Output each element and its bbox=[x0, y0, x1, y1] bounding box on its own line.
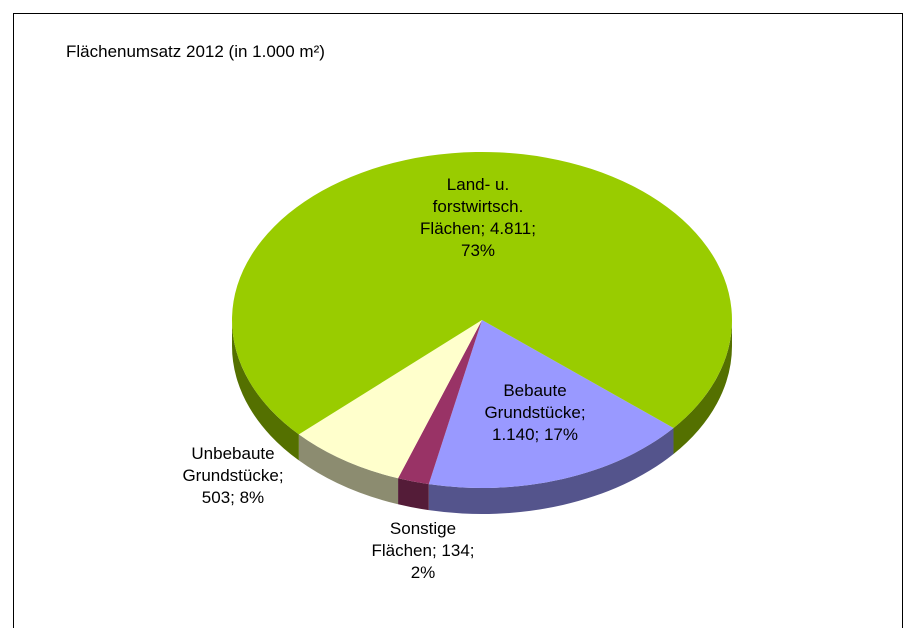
pie-slice bbox=[298, 320, 482, 479]
data-label-line: Flächen; 4.811; bbox=[420, 219, 536, 238]
data-label-line: Land- u. bbox=[447, 175, 509, 194]
slice-side bbox=[298, 434, 399, 505]
data-label: Land- u. forstwirtsch. Flächen; 4.811; 73% bbox=[420, 175, 536, 260]
chart-title: Flächenumsatz 2012 (in 1.000 m²) bbox=[66, 42, 325, 61]
slice-side bbox=[398, 478, 429, 511]
data-label-line: 73% bbox=[461, 241, 495, 260]
data-label-line: Unbebaute bbox=[191, 444, 274, 463]
data-label-line: Grundstücke; bbox=[484, 403, 585, 422]
data-label-line: 2% bbox=[411, 563, 436, 582]
data-label: Sonstige Flächen; 134; 2% bbox=[371, 519, 474, 582]
data-label-line: 1.140; 17% bbox=[492, 425, 578, 444]
data-label-line: forstwirtsch. bbox=[433, 197, 524, 216]
data-label: Unbebaute Grundstücke; 503; 8% bbox=[182, 444, 283, 507]
data-label-line: Bebaute bbox=[503, 381, 566, 400]
data-label-line: Sonstige bbox=[390, 519, 456, 538]
pie-slice bbox=[232, 152, 733, 435]
data-label-line: 503; 8% bbox=[202, 488, 264, 507]
pie-slice bbox=[428, 320, 674, 488]
data-label: Bebaute Grundstücke; 1.140; 17% bbox=[484, 381, 585, 444]
data-label-line: Flächen; 134; bbox=[371, 541, 474, 560]
data-label-line: Grundstücke; bbox=[182, 466, 283, 485]
slice-side bbox=[428, 427, 674, 514]
slice-side bbox=[232, 320, 299, 461]
pie-slice bbox=[398, 320, 482, 485]
slice-side bbox=[673, 320, 732, 454]
